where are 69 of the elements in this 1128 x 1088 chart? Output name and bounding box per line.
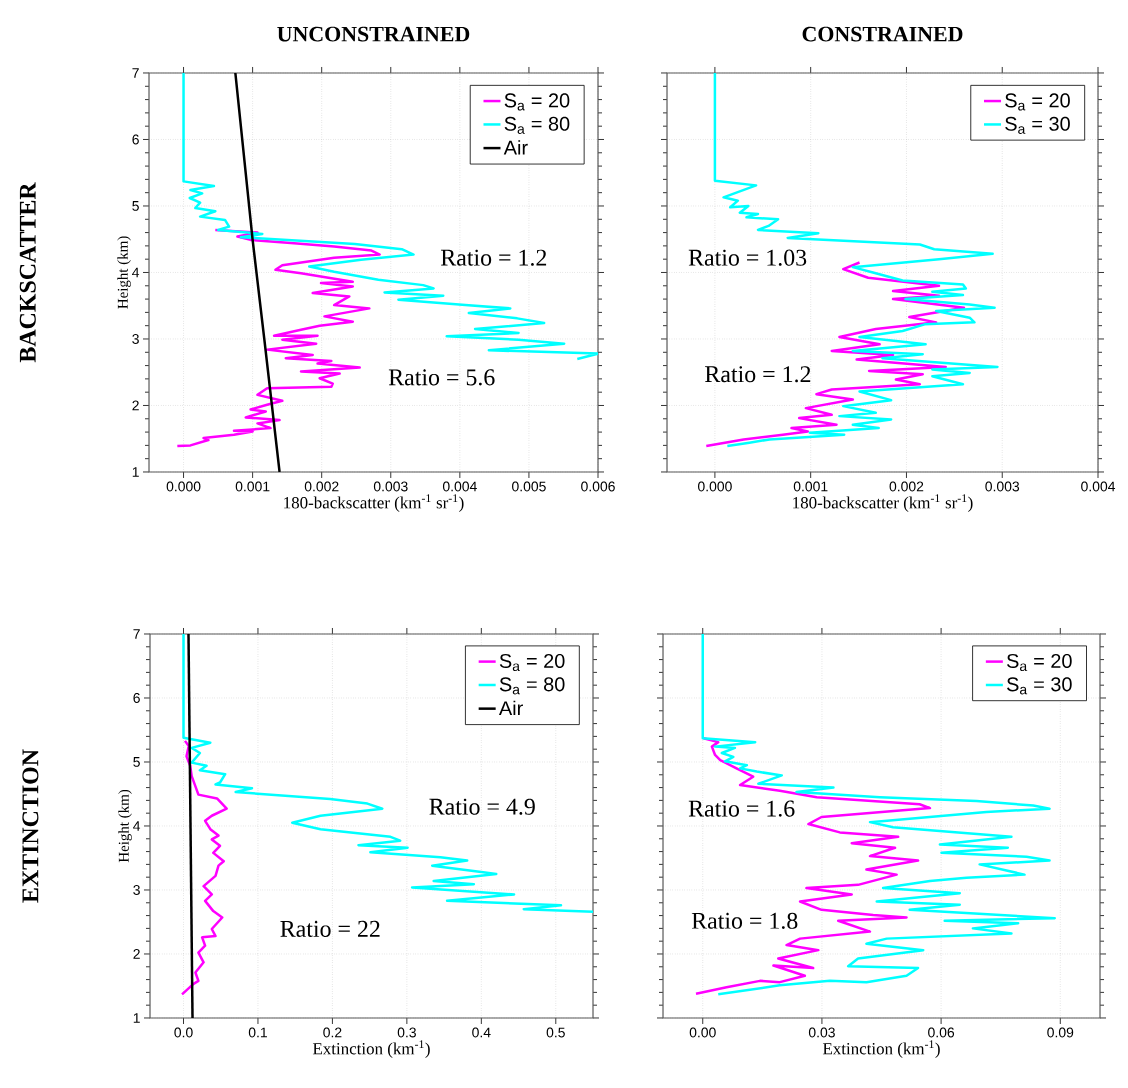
y-tick-label: 2 xyxy=(133,949,140,959)
x-axis-title: 180-backscatter (km$^{-1}$ sr$^{-1}$) xyxy=(284,494,464,512)
x-tick-label: 0.000 xyxy=(166,481,201,492)
line-series xyxy=(182,633,594,913)
x-tick-label: 0.3 xyxy=(397,1027,416,1038)
x-tick-label: 0.5 xyxy=(546,1027,565,1038)
x-axis-title: Extinction (km$^{-1}$) xyxy=(312,1040,430,1058)
x-tick-label: 0.001 xyxy=(235,481,270,492)
annotation: Ratio = 1.8 xyxy=(691,912,798,929)
y-tick-label: 6 xyxy=(132,134,139,145)
x-tick-label: 0.004 xyxy=(1081,481,1116,492)
annotation: Ratio = 1.6 xyxy=(688,800,795,817)
legend-label: S$_{a}$ = 20 xyxy=(1007,653,1072,672)
line-series xyxy=(180,739,228,996)
x-axis-title: 180-backscatter (km$^{-1}$ sr$^{-1}$) xyxy=(793,494,973,512)
legend-label: S$_{a}$ = 80 xyxy=(504,116,570,134)
line-series xyxy=(176,228,381,448)
y-tick-label: 2 xyxy=(132,400,139,411)
y-tick-label: 1 xyxy=(132,467,139,477)
y-tick-label: 6 xyxy=(133,693,140,703)
x-tick-label: 0.002 xyxy=(889,481,924,492)
line-series xyxy=(182,72,599,361)
annotation: Ratio = 1.03 xyxy=(688,249,807,266)
y-tick-label: 5 xyxy=(132,201,139,211)
x-tick-label: 0.001 xyxy=(793,481,828,492)
legend-label: S$_{a}$ = 20 xyxy=(504,93,570,111)
x-tick-label: 0.4 xyxy=(472,1027,491,1038)
x-tick-label: 0.00 xyxy=(689,1027,716,1038)
x-tick-label: 0.06 xyxy=(928,1027,955,1038)
legend-label: S$_{a}$ = 20 xyxy=(499,653,565,672)
legend-label: S$_{a}$ = 30 xyxy=(1007,677,1072,695)
annotation: Ratio = 1.2 xyxy=(705,366,811,383)
chart-title: CONSTRAINED xyxy=(802,26,963,42)
x-tick-label: 0.1 xyxy=(248,1027,267,1038)
annotation: Ratio = 4.9 xyxy=(429,798,535,815)
x-tick-label: 0.002 xyxy=(304,481,339,492)
legend-label: Air xyxy=(503,140,528,155)
y-tick-label: 3 xyxy=(133,885,140,895)
x-tick-label: 0.000 xyxy=(698,481,732,492)
y-axis-title: Height (km) xyxy=(118,789,132,863)
annotation: Ratio = 22 xyxy=(280,920,380,937)
x-tick-label: 0.005 xyxy=(512,481,546,492)
x-tick-label: 0.03 xyxy=(808,1027,835,1038)
y-tick-label: 4 xyxy=(132,267,140,278)
line-series xyxy=(234,72,281,472)
y-tick-label: 4 xyxy=(133,821,141,831)
x-tick-label: 0.003 xyxy=(985,481,1020,492)
legend-label: S$_{a}$ = 30 xyxy=(1005,116,1070,134)
x-tick-label: 0.09 xyxy=(1047,1027,1074,1038)
legend-label: Air xyxy=(498,700,523,716)
y-tick-label: 3 xyxy=(132,334,139,344)
x-axis-title: Extinction (km$^{-1}$) xyxy=(822,1040,940,1058)
annotation: Ratio = 5.6 xyxy=(388,369,495,386)
text: EXTINCTION xyxy=(22,749,39,903)
chart-title: UNCONSTRAINED xyxy=(277,26,470,42)
y-tick-label: 7 xyxy=(133,629,140,639)
text: BACKSCATTER xyxy=(19,182,36,363)
x-tick-label: 0.0 xyxy=(174,1027,193,1038)
x-tick-label: 0.004 xyxy=(442,481,477,492)
y-tick-label: 1 xyxy=(133,1013,140,1023)
x-tick-label: 0.006 xyxy=(581,481,615,492)
x-tick-label: 0.003 xyxy=(373,481,408,492)
legend-label: S$_{a}$ = 20 xyxy=(1005,93,1070,111)
legend-label: S$_{a}$ = 80 xyxy=(499,677,565,695)
y-tick-label: 7 xyxy=(132,68,139,78)
x-tick-label: 0.2 xyxy=(323,1027,342,1038)
y-tick-label: 5 xyxy=(133,757,140,767)
annotation: Ratio = 1.2 xyxy=(440,249,547,266)
y-axis-title: Height (km) xyxy=(117,236,131,309)
